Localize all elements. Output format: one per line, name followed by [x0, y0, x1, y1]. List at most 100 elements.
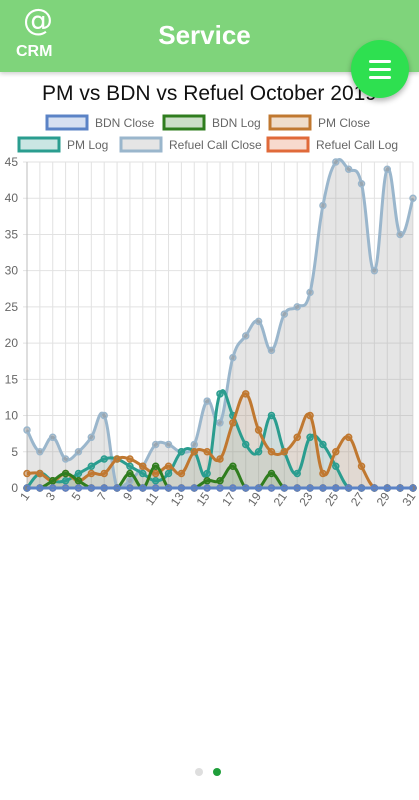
data-point: [216, 390, 224, 398]
data-point: [332, 462, 340, 471]
data-point: [267, 484, 276, 492]
data-point: [332, 158, 340, 166]
data-point: [126, 484, 134, 492]
data-point: [357, 462, 366, 471]
data-point: [267, 346, 276, 355]
menu-button[interactable]: [351, 40, 409, 98]
data-point: [87, 469, 96, 478]
data-point: [61, 484, 70, 492]
data-point: [306, 411, 314, 420]
data-point: [241, 390, 250, 398]
data-point: [254, 448, 263, 456]
data-point: [306, 288, 314, 297]
page-dot[interactable]: [195, 768, 203, 776]
x-tick-label: 9: [120, 489, 135, 503]
data-point: [319, 469, 327, 478]
data-point: [306, 484, 314, 492]
y-tick-label: 5: [11, 445, 18, 459]
legend-label: BDN Close: [95, 116, 155, 130]
x-tick-label: 19: [245, 489, 264, 508]
data-point: [126, 455, 134, 463]
data-point: [151, 477, 160, 485]
data-point: [280, 448, 289, 456]
data-point: [254, 317, 263, 326]
x-tick-label: 1: [17, 489, 32, 503]
data-point: [100, 455, 108, 463]
data-point: [48, 433, 57, 442]
data-point: [151, 469, 160, 478]
data-point: [332, 448, 340, 456]
data-point: [241, 440, 250, 449]
data-point: [151, 462, 160, 471]
data-point: [229, 419, 237, 427]
data-point: [344, 484, 353, 492]
y-tick-label: 20: [5, 336, 19, 350]
data-point: [177, 448, 186, 456]
data-point: [267, 469, 276, 478]
data-point: [87, 462, 96, 471]
data-point: [216, 419, 224, 427]
data-point: [293, 303, 301, 311]
data-point: [164, 462, 173, 471]
data-point: [48, 484, 57, 492]
x-tick-label: 23: [296, 489, 315, 508]
data-point: [177, 484, 186, 492]
legend-label: Refuel Call Close: [169, 138, 262, 152]
data-point: [100, 411, 108, 420]
data-point: [409, 194, 417, 202]
x-tick-label: 31: [399, 489, 418, 508]
data-point: [23, 426, 31, 434]
page-title: Service: [158, 20, 251, 50]
y-tick-label: 10: [5, 409, 19, 423]
data-point: [267, 411, 276, 420]
data-point: [319, 440, 327, 449]
data-point: [74, 469, 83, 478]
logo-text: CRM: [16, 43, 53, 60]
x-tick-label: 13: [168, 489, 187, 508]
data-point: [229, 484, 237, 492]
data-point: [151, 484, 160, 492]
page-dot-active[interactable]: [213, 768, 221, 776]
y-tick-label: 30: [5, 264, 19, 278]
data-point: [164, 484, 173, 492]
data-point: [61, 469, 70, 478]
data-point: [203, 448, 211, 456]
data-point: [164, 440, 173, 449]
data-point: [190, 448, 199, 456]
data-point: [293, 433, 301, 442]
legend-label: PM Close: [318, 116, 370, 130]
data-point: [23, 484, 31, 492]
data-point: [370, 484, 379, 492]
data-point: [177, 469, 186, 478]
data-point: [409, 484, 417, 492]
legend-label: Refuel Call Log: [316, 138, 398, 152]
data-point: [203, 397, 211, 405]
x-tick-label: 21: [271, 489, 290, 508]
data-point: [203, 477, 211, 485]
data-point: [229, 353, 237, 362]
legend-swatch: [45, 114, 89, 131]
data-point: [87, 484, 96, 492]
data-point: [126, 469, 134, 478]
data-point: [344, 433, 353, 442]
data-point: [229, 462, 237, 471]
data-point: [319, 484, 327, 492]
x-tick-label: 5: [69, 489, 84, 503]
legend-swatch: [268, 114, 312, 131]
data-point: [293, 469, 301, 478]
series-area: [27, 159, 413, 488]
data-point: [216, 477, 224, 485]
x-tick-label: 3: [43, 489, 58, 503]
chart: BDN Close BDN Log PM Close PM Log Refuel Cal…: [5, 114, 419, 509]
data-point: [254, 484, 263, 492]
legend-swatch: [119, 136, 163, 153]
data-point: [36, 484, 44, 492]
legend-swatch: [162, 114, 206, 131]
app-header: @ CRM Service: [0, 0, 419, 72]
data-point: [319, 201, 327, 210]
data-point: [61, 477, 70, 485]
data-point: [267, 448, 276, 456]
data-point: [48, 477, 57, 485]
data-point: [293, 484, 301, 492]
logo-at-symbol: @: [23, 3, 53, 38]
